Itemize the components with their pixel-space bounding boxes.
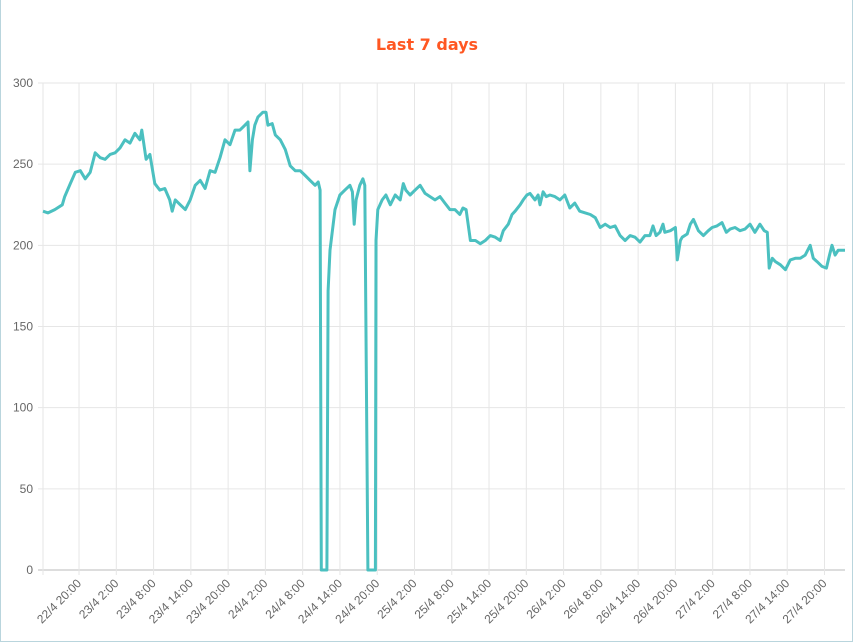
y-tick-label: 200 xyxy=(13,238,33,252)
x-tick-label: 26/4 2:00 xyxy=(523,576,569,622)
y-tick-label: 50 xyxy=(20,482,34,496)
x-tick-label: 24/4 2:00 xyxy=(225,576,271,622)
x-tick-label: 22/4 20:00 xyxy=(34,576,84,626)
x-tick-label: 25/4 2:00 xyxy=(374,576,420,622)
x-tick-label: 23/4 2:00 xyxy=(76,576,122,622)
x-tick-label: 27/4 2:00 xyxy=(673,576,719,622)
y-tick-label: 0 xyxy=(26,563,33,577)
series xyxy=(42,110,845,572)
grid xyxy=(38,82,845,575)
chart-title: Last 7 days xyxy=(376,35,478,54)
y-tick-label: 300 xyxy=(13,76,33,90)
y-tick-label: 100 xyxy=(13,401,33,415)
y-tick-label: 250 xyxy=(13,157,33,171)
series-line-value xyxy=(42,110,845,572)
y-axis: 0 50 100 150 200 250 300 xyxy=(13,76,33,577)
y-tick-label: 150 xyxy=(13,320,33,334)
